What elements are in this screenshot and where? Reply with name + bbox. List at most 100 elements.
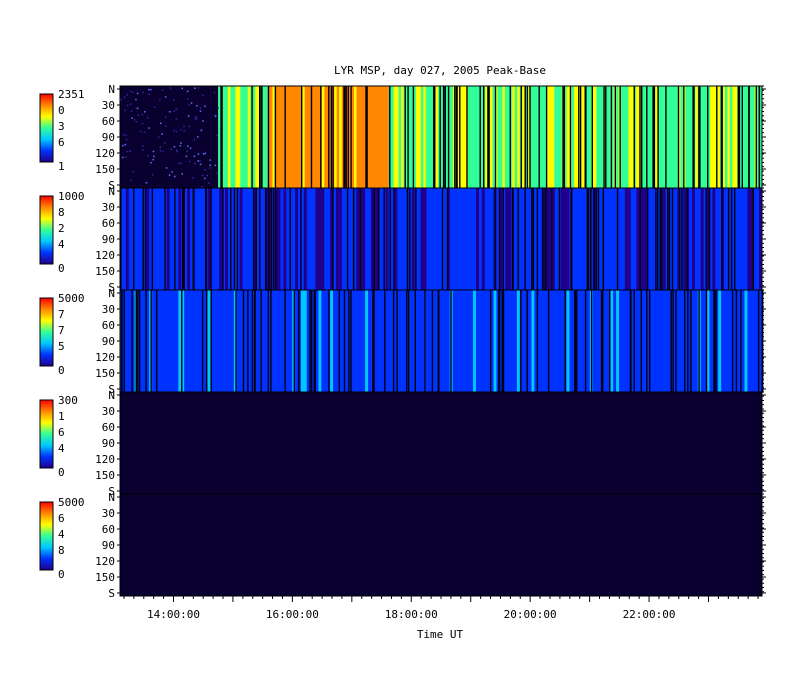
data-strip — [522, 188, 527, 290]
noise-speck — [129, 150, 131, 153]
data-strip — [727, 86, 731, 188]
noise-speck — [188, 125, 191, 128]
colorbar-label: 2351 — [58, 88, 85, 101]
data-strip — [175, 290, 179, 392]
data-strip — [707, 86, 711, 188]
data-strip — [668, 188, 672, 290]
colorbar-label: 2 — [58, 222, 65, 235]
noise-speck — [199, 160, 201, 162]
data-gap — [502, 290, 505, 392]
data-gap — [576, 290, 578, 392]
y-tick-label: S — [108, 281, 115, 294]
data-strip — [277, 86, 281, 188]
data-gap — [646, 86, 648, 188]
data-gap — [653, 86, 655, 188]
data-gap — [311, 290, 313, 392]
noise-speck — [170, 148, 172, 151]
data-strip — [218, 86, 221, 188]
data-strip — [321, 188, 325, 290]
data-gap — [431, 290, 434, 392]
data-strip — [529, 86, 533, 188]
data-strip — [571, 86, 575, 188]
data-strip — [432, 290, 436, 392]
data-strip — [295, 290, 299, 392]
data-gap — [268, 188, 270, 290]
data-gap — [182, 188, 184, 290]
data-strip — [178, 290, 182, 392]
noise-speck — [216, 134, 218, 137]
noise-speck — [137, 114, 140, 116]
data-gap — [233, 188, 236, 290]
data-gap — [655, 188, 657, 290]
y-tick-label: N — [108, 83, 115, 96]
data-strip — [201, 290, 206, 392]
y-tick-label: 30 — [102, 99, 115, 112]
data-gap — [551, 188, 553, 290]
noise-speck — [163, 142, 166, 144]
y-tick-label: 60 — [102, 523, 115, 536]
data-strip — [242, 188, 246, 290]
data-strip — [534, 86, 538, 188]
noise-speck — [162, 150, 164, 153]
data-strip — [524, 86, 528, 188]
data-gap — [616, 188, 619, 290]
data-strip — [583, 188, 588, 290]
data-strip — [741, 188, 745, 290]
data-strip — [383, 86, 387, 188]
data-strip — [137, 188, 141, 290]
data-strip — [613, 188, 617, 290]
data-strip — [598, 290, 602, 392]
data-strip — [722, 86, 726, 188]
data-strip — [265, 188, 270, 290]
data-strip — [125, 290, 130, 392]
data-gap — [365, 86, 367, 188]
data-gap — [230, 188, 232, 290]
data-strip — [187, 188, 191, 290]
data-strip — [492, 86, 496, 188]
colorbar — [39, 93, 54, 163]
data-strip — [616, 86, 619, 188]
data-strip — [417, 188, 421, 290]
data-strip — [741, 290, 745, 392]
noise-speck — [135, 107, 138, 109]
data-strip — [169, 188, 173, 290]
data-gap — [545, 86, 548, 188]
data-strip — [366, 86, 370, 188]
colorbar-label: 6 — [58, 426, 65, 439]
data-gap — [738, 86, 741, 188]
data-strip — [330, 188, 334, 290]
data-strip — [175, 188, 179, 290]
noise-speck — [197, 136, 199, 138]
data-gap — [489, 290, 492, 392]
data-strip — [198, 188, 203, 290]
noise-speck — [194, 117, 197, 119]
data-strip — [554, 188, 559, 290]
data-strip — [272, 86, 276, 188]
data-strip — [516, 290, 521, 392]
data-strip — [662, 188, 667, 290]
data-strip — [413, 86, 417, 188]
noise-speck — [173, 130, 175, 132]
data-gap — [479, 86, 481, 188]
data-strip — [467, 86, 471, 188]
data-strip — [581, 86, 585, 188]
data-strip — [172, 290, 176, 392]
data-strip — [715, 290, 719, 392]
data-gap — [456, 86, 458, 188]
data-gap — [344, 86, 346, 188]
data-strip — [502, 188, 506, 290]
data-strip — [131, 290, 135, 392]
data-strip — [668, 290, 672, 392]
data-strip — [365, 290, 369, 392]
data-strip — [134, 188, 138, 290]
data-gap — [164, 188, 166, 290]
data-strip — [695, 86, 699, 188]
data-strip — [621, 86, 624, 188]
data-strip — [274, 86, 278, 188]
data-gap — [424, 290, 426, 392]
data-strip — [694, 188, 699, 290]
data-gap — [447, 86, 450, 188]
data-gap — [721, 188, 723, 290]
data-strip — [724, 290, 728, 392]
noise-speck — [209, 159, 211, 161]
